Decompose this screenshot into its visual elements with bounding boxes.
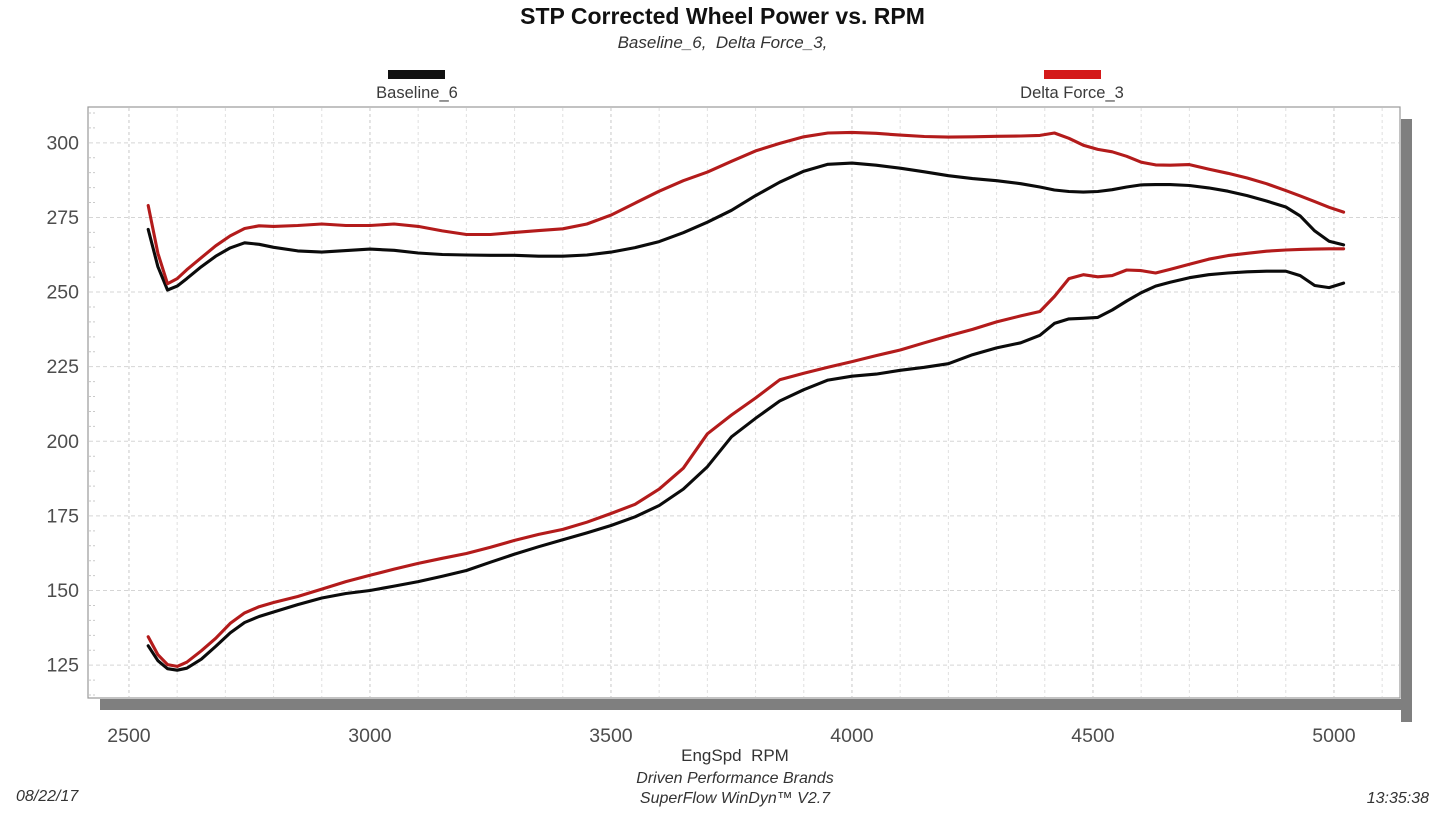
footer-brand: Driven Performance Brands: [636, 770, 834, 787]
y-minor-ticks: [89, 112, 97, 696]
legend-label-baseline: Baseline_6: [376, 84, 458, 102]
x-tick-label: 3000: [348, 725, 392, 747]
legend-label-delta: Delta Force_3: [1020, 84, 1124, 102]
report-date: 08/22/17: [16, 788, 79, 805]
plot-shadow: [100, 119, 1412, 722]
y-tick-labels: 300 275 250 225 200 175 150 125: [46, 132, 79, 676]
y-tick-label: 200: [46, 431, 79, 453]
y-tick-label: 175: [46, 505, 79, 527]
y-tick-label: 225: [46, 356, 79, 378]
legend-swatch-delta: [1044, 70, 1101, 79]
x-tick-label: 3500: [589, 725, 633, 747]
curve-deltaforce3-lower: [146, 247, 1346, 668]
curve-baseline6-upper: [146, 161, 1346, 292]
x-tick-label: 4000: [830, 725, 874, 747]
y-tick-label: 300: [46, 132, 79, 154]
plot-frame: [87, 106, 1401, 699]
x-tick-labels: 2500 3000 3500 4000 4500 5000: [107, 725, 1356, 747]
x-tick-label: 4500: [1071, 725, 1115, 747]
footer-software: SuperFlow WinDyn™ V2.7: [639, 790, 831, 807]
y-tick-label: 275: [46, 207, 79, 229]
y-tick-label: 150: [46, 580, 79, 602]
curve-deltaforce3-upper: [146, 130, 1346, 286]
y-tick-label: 250: [46, 282, 79, 304]
legend-swatch-baseline: [388, 70, 445, 79]
curve-baseline6-lower: [146, 269, 1346, 672]
page-title: STP Corrected Wheel Power vs. RPM: [520, 3, 925, 29]
y-tick-label: 125: [46, 655, 79, 677]
x-tick-label: 5000: [1312, 725, 1356, 747]
report-time: 13:35:38: [1366, 790, 1429, 807]
y-gridlines: [89, 142, 1399, 666]
x-axis-label: EngSpd RPM: [681, 746, 789, 765]
page-subtitle: Baseline_6, Delta Force_3,: [617, 33, 828, 52]
x-tick-label: 2500: [107, 725, 151, 747]
